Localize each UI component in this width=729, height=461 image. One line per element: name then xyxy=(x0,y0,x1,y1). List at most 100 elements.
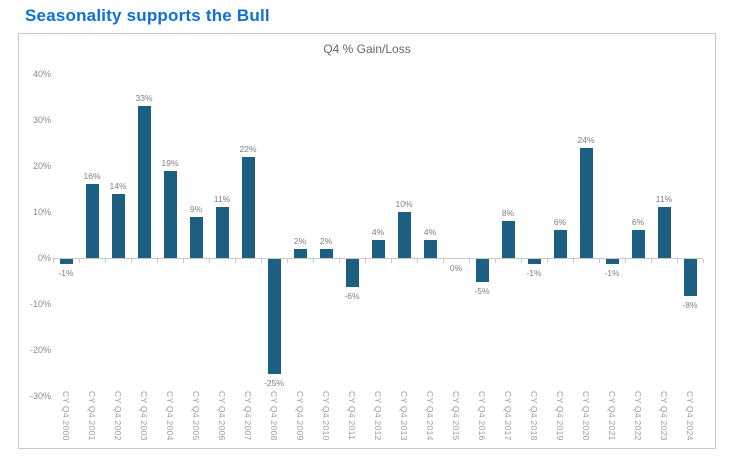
bar-value-label: 2% xyxy=(319,235,333,246)
axis-tick xyxy=(261,259,262,263)
bar-value-label: 24% xyxy=(577,134,595,145)
x-tick-label-text: CY Q4 2009 xyxy=(295,391,305,441)
x-tick-label: CY Q4 2023 xyxy=(651,391,677,451)
axis-tick xyxy=(651,259,652,263)
bar xyxy=(345,259,359,287)
bar xyxy=(527,259,541,264)
axis-tick xyxy=(417,259,418,263)
x-tick-label: CY Q4 2013 xyxy=(391,391,417,451)
x-tick-label: CY Q4 2005 xyxy=(183,391,209,451)
bar xyxy=(85,184,99,258)
page-title: Seasonality supports the Bull xyxy=(25,6,270,25)
x-tick-label: CY Q4 2022 xyxy=(625,391,651,451)
x-tick-label: CY Q4 2012 xyxy=(365,391,391,451)
axis-tick xyxy=(209,259,210,263)
axis-tick xyxy=(391,259,392,263)
y-tick-label: -10% xyxy=(29,299,51,309)
x-tick-label-text: CY Q4 2008 xyxy=(269,391,279,441)
chart-title: Q4 % Gain/Loss xyxy=(323,42,411,56)
x-tick-label: CY Q4 2011 xyxy=(339,391,365,451)
axis-tick xyxy=(677,259,678,263)
y-tick-label: 10% xyxy=(32,207,51,217)
x-tick-label-text: CY Q4 2002 xyxy=(113,391,123,441)
x-tick-label-text: CY Q4 2016 xyxy=(477,391,487,441)
bar-value-label: 0% xyxy=(449,263,463,273)
bar-value-label: -25% xyxy=(264,378,284,388)
y-tick-label: -30% xyxy=(29,391,51,401)
bar-value-label: 10% xyxy=(395,199,413,209)
x-tick-label-text: CY Q4 2015 xyxy=(451,391,461,441)
x-tick-label-text: CY Q4 2010 xyxy=(321,391,331,441)
x-tick-label-text: CY Q4 2014 xyxy=(425,391,435,441)
x-tick-label-text: CY Q4 2004 xyxy=(165,391,175,441)
x-tick-label: CY Q4 2008 xyxy=(261,391,287,451)
axis-tick xyxy=(339,259,340,263)
y-tick-label: 40% xyxy=(32,69,51,79)
x-tick-label-text: CY Q4 2022 xyxy=(633,391,643,441)
bar-value-label: -5% xyxy=(474,286,490,296)
x-tick-label-text: CY Q4 2018 xyxy=(529,391,539,441)
axis-tick xyxy=(235,259,236,263)
zero-axis-line xyxy=(53,258,703,259)
bar xyxy=(293,248,307,258)
bar xyxy=(605,259,619,264)
x-tick-label: CY Q4 2004 xyxy=(157,391,183,451)
bar-value-label: 8% xyxy=(501,208,515,219)
bar xyxy=(241,156,255,258)
axis-tick xyxy=(53,259,54,263)
axis-tick xyxy=(183,259,184,263)
x-tick-label: CY Q4 2020 xyxy=(573,391,599,451)
x-tick-label: CY Q4 2019 xyxy=(547,391,573,451)
x-tick-label-text: CY Q4 2013 xyxy=(399,391,409,441)
x-tick-label: CY Q4 2024 xyxy=(677,391,703,451)
axis-tick xyxy=(573,259,574,263)
x-tick-label-text: CY Q4 2021 xyxy=(607,391,617,441)
x-tick-label-text: CY Q4 2019 xyxy=(555,391,565,441)
bar-value-label: 9% xyxy=(189,203,203,214)
x-tick-label-text: CY Q4 2020 xyxy=(581,391,591,441)
axis-tick xyxy=(547,259,548,263)
x-tick-label: CY Q4 2002 xyxy=(105,391,131,451)
bar xyxy=(111,193,125,258)
x-tick-label: CY Q4 2017 xyxy=(495,391,521,451)
bar xyxy=(267,259,281,374)
bar-value-label: -8% xyxy=(682,299,698,310)
bar-chart: 40% 30% 20% 10% 0% -10% -20% -30% -1% CY Q4 2000 1… xyxy=(19,34,715,448)
x-tick-label: CY Q4 2015 xyxy=(443,391,469,451)
bar xyxy=(475,259,489,282)
bar-value-label: 4% xyxy=(423,226,437,237)
axis-tick xyxy=(287,259,288,263)
x-tick-label: CY Q4 2001 xyxy=(79,391,105,451)
x-tick-label: CY Q4 2000 xyxy=(53,391,79,451)
bar-value-label: 22% xyxy=(239,143,257,154)
x-tick-label-text: CY Q4 2001 xyxy=(87,391,97,441)
x-tick-label-text: CY Q4 2005 xyxy=(191,391,201,441)
x-tick-label: CY Q4 2016 xyxy=(469,391,495,451)
x-tick-label-text: CY Q4 2024 xyxy=(685,391,695,441)
bar xyxy=(189,216,203,258)
axis-tick xyxy=(313,259,314,263)
x-tick-label: CY Q4 2006 xyxy=(209,391,235,451)
axis-tick xyxy=(521,259,522,263)
x-tick-label: CY Q4 2014 xyxy=(417,391,443,451)
bar xyxy=(657,207,671,258)
x-tick-label: CY Q4 2009 xyxy=(287,391,313,451)
axis-tick xyxy=(365,259,366,263)
bar-value-label: 11% xyxy=(213,194,231,205)
bar-value-label: 14% xyxy=(109,180,127,191)
bar xyxy=(501,221,515,258)
axis-tick xyxy=(105,259,106,263)
bar-value-label: 16% xyxy=(83,171,101,182)
x-tick-label-text: CY Q4 2017 xyxy=(503,391,513,441)
axis-tick xyxy=(131,259,132,263)
bar xyxy=(579,147,593,258)
bar xyxy=(215,207,229,258)
axis-tick xyxy=(495,259,496,263)
x-tick-label-text: CY Q4 2012 xyxy=(373,391,383,441)
axis-tick xyxy=(625,259,626,263)
bar-value-label: -1% xyxy=(526,267,542,278)
bar-value-label: 19% xyxy=(161,157,179,168)
y-tick-label: 20% xyxy=(32,161,51,171)
bar xyxy=(683,259,697,296)
y-tick-label: 0% xyxy=(37,253,51,263)
